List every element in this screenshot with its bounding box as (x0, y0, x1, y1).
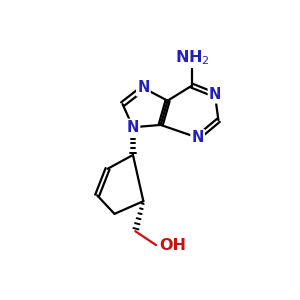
Text: N: N (127, 120, 139, 135)
Text: NH$_2$: NH$_2$ (175, 49, 209, 67)
Text: N: N (137, 80, 149, 95)
Text: N: N (191, 130, 204, 145)
Text: OH: OH (160, 238, 187, 253)
Text: N: N (209, 87, 221, 102)
